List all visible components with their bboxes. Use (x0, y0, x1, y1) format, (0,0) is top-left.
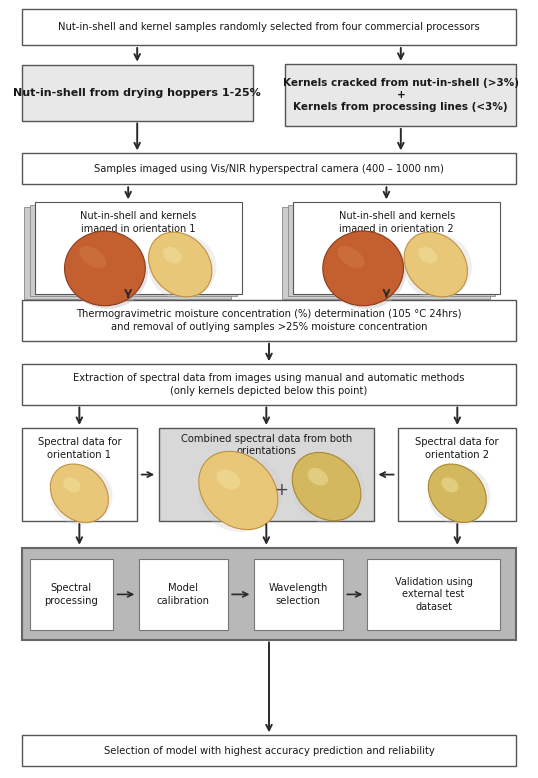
FancyBboxPatch shape (139, 559, 228, 630)
Ellipse shape (428, 466, 491, 525)
Ellipse shape (404, 234, 472, 300)
Text: Nut-in-shell and kernels
imaged in orientation 1: Nut-in-shell and kernels imaged in orien… (80, 212, 197, 233)
Ellipse shape (51, 466, 112, 525)
Text: Selection of model with highest accuracy prediction and reliability: Selection of model with highest accuracy… (104, 746, 434, 755)
Text: Extraction of spectral data from images using manual and automatic methods
(only: Extraction of spectral data from images … (73, 373, 465, 395)
Ellipse shape (308, 468, 328, 485)
Ellipse shape (51, 464, 108, 523)
Text: Nut-in-shell and kernel samples randomly selected from four commercial processor: Nut-in-shell and kernel samples randomly… (58, 23, 480, 32)
Ellipse shape (67, 234, 148, 309)
Text: Kernels cracked from nut-in-shell (>3%)
+
Kernels from processing lines (<3%): Kernels cracked from nut-in-shell (>3%) … (283, 78, 519, 112)
FancyBboxPatch shape (288, 205, 495, 296)
FancyBboxPatch shape (30, 205, 237, 296)
FancyBboxPatch shape (22, 9, 516, 45)
Text: Wavelength
selection: Wavelength selection (268, 584, 328, 605)
FancyBboxPatch shape (22, 364, 516, 405)
Ellipse shape (216, 469, 240, 489)
FancyBboxPatch shape (254, 559, 343, 630)
Text: +: + (274, 482, 288, 499)
FancyBboxPatch shape (285, 64, 516, 126)
Ellipse shape (148, 232, 212, 297)
Ellipse shape (79, 246, 107, 268)
FancyBboxPatch shape (398, 428, 516, 521)
Text: Nut-in-shell from drying hoppers 1-25%: Nut-in-shell from drying hoppers 1-25% (13, 88, 261, 97)
FancyBboxPatch shape (30, 559, 113, 630)
Text: Combined spectral data from both
orientations: Combined spectral data from both orienta… (181, 433, 352, 456)
Ellipse shape (441, 478, 458, 492)
Text: Validation using
external test
dataset: Validation using external test dataset (395, 577, 472, 612)
Text: Spectral data for
orientation 1: Spectral data for orientation 1 (38, 437, 121, 460)
FancyBboxPatch shape (159, 428, 374, 521)
Text: Nut-in-shell and kernels
imaged in orientation 2: Nut-in-shell and kernels imaged in orien… (338, 212, 455, 233)
FancyBboxPatch shape (367, 559, 500, 630)
FancyBboxPatch shape (22, 153, 516, 184)
FancyBboxPatch shape (22, 65, 253, 121)
Text: Model
calibration: Model calibration (157, 584, 210, 605)
Ellipse shape (162, 247, 182, 264)
FancyBboxPatch shape (282, 207, 490, 299)
FancyBboxPatch shape (35, 202, 242, 294)
Ellipse shape (325, 234, 406, 309)
Text: Samples imaged using Vis/NIR hyperspectral camera (400 – 1000 nm): Samples imaged using Vis/NIR hyperspectr… (94, 164, 444, 173)
Text: Thermogravimetric moisture concentration (%) determination (105 °C 24hrs)
and re: Thermogravimetric moisture concentration… (76, 310, 462, 331)
Ellipse shape (292, 454, 365, 523)
Text: Spectral
processing: Spectral processing (44, 584, 98, 605)
Ellipse shape (418, 247, 437, 264)
FancyBboxPatch shape (24, 207, 231, 299)
FancyBboxPatch shape (293, 202, 500, 294)
Ellipse shape (65, 231, 145, 306)
Ellipse shape (63, 478, 81, 492)
FancyBboxPatch shape (22, 428, 137, 521)
Ellipse shape (148, 234, 216, 300)
FancyBboxPatch shape (22, 548, 516, 640)
Ellipse shape (404, 232, 468, 297)
Ellipse shape (323, 231, 404, 306)
FancyBboxPatch shape (22, 735, 516, 766)
Ellipse shape (199, 451, 278, 530)
Ellipse shape (428, 464, 486, 523)
Ellipse shape (337, 246, 365, 268)
Ellipse shape (198, 454, 283, 532)
Ellipse shape (292, 452, 361, 520)
Text: Spectral data for
orientation 2: Spectral data for orientation 2 (415, 437, 499, 460)
FancyBboxPatch shape (22, 300, 516, 341)
